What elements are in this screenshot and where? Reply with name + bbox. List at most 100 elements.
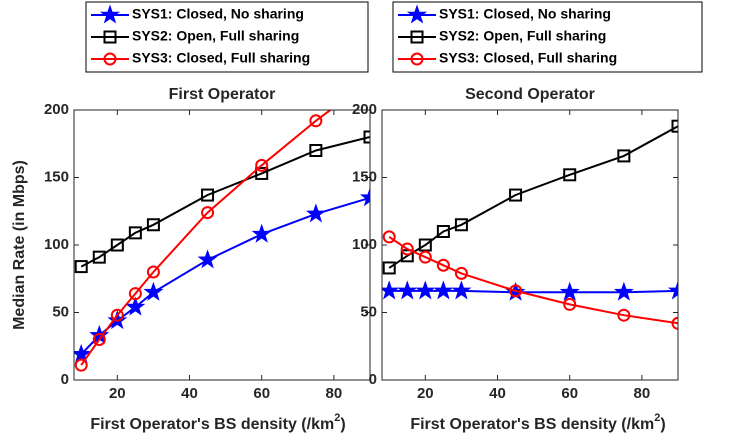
marker-square	[418, 238, 432, 252]
y-tick-label: 200	[44, 101, 69, 118]
marker-square	[146, 218, 160, 232]
marker-star	[197, 249, 218, 269]
x-axis-label-part: 2	[334, 412, 340, 424]
x-axis-label: First Operator's BS density (/km2)	[90, 412, 345, 433]
marker-star	[99, 4, 121, 24]
marker-star	[305, 203, 326, 223]
y-tick-label: 0	[61, 371, 69, 388]
marker-star	[251, 223, 272, 243]
y-axis-label: Median Rate (in Mbps)	[11, 160, 28, 330]
marker-star	[613, 281, 634, 301]
x-tick-label: 40	[489, 385, 506, 402]
marker-circle	[128, 287, 142, 301]
marker-circle	[201, 206, 215, 220]
x-tick-label: 20	[109, 385, 126, 402]
y-tick-label: 50	[360, 303, 377, 320]
marker-square	[128, 226, 142, 240]
marker-square	[617, 149, 631, 163]
marker-star	[125, 296, 146, 316]
y-tick-label: 150	[352, 168, 377, 185]
marker-circle	[454, 266, 468, 280]
marker-square	[74, 260, 88, 274]
chart-title: First Operator	[169, 86, 276, 103]
marker-circle	[410, 52, 424, 66]
marker-circle	[255, 158, 269, 172]
x-axis-label-part: )	[340, 416, 345, 433]
plot-frame	[73, 109, 371, 381]
legend-label: SYS2: Open, Full sharing	[439, 28, 606, 44]
marker-square	[436, 225, 450, 238]
marker-circle	[146, 265, 160, 279]
marker-star	[433, 280, 454, 300]
marker-square	[382, 261, 396, 275]
marker-circle	[671, 316, 678, 330]
marker-square	[509, 188, 523, 202]
y-tick-label: 0	[369, 371, 377, 388]
marker-star	[667, 280, 678, 300]
x-tick-label: 40	[181, 385, 198, 402]
chart-title: Second Operator	[465, 86, 595, 103]
x-tick-label: 60	[253, 385, 270, 402]
series-group	[382, 119, 678, 330]
marker-star	[415, 280, 436, 300]
marker-circle	[74, 358, 88, 372]
legend-box	[85, 1, 369, 73]
marker-circle	[365, 75, 376, 86]
marker-star	[359, 187, 370, 207]
marker-star	[74, 343, 92, 363]
marker-square	[103, 30, 117, 44]
marker-circle	[110, 308, 124, 322]
marker-circle	[400, 242, 414, 256]
marker-circle	[382, 230, 396, 244]
x-tick-label: 80	[634, 385, 651, 402]
legend-box	[392, 1, 703, 73]
x-axis-label-part: 2	[654, 412, 660, 424]
y-tick-label: 150	[44, 168, 69, 185]
marker-star	[382, 280, 400, 300]
marker-square	[400, 249, 414, 263]
x-axis-label-part: First Operator's BS density (/km	[90, 416, 334, 433]
x-axis-label-part: First Operator's BS density (/km	[410, 416, 654, 433]
legend-label: SYS3: Closed, Full sharing	[132, 50, 310, 66]
series-line	[388, 236, 678, 325]
legend-label: SYS3: Closed, Full sharing	[439, 50, 617, 66]
x-axis-label: First Operator's BS density (/km2)	[410, 412, 665, 433]
marker-circle	[92, 333, 106, 346]
marker-square	[410, 30, 424, 44]
marker-square	[110, 238, 124, 252]
marker-star	[397, 280, 418, 300]
plot-frame	[381, 109, 679, 381]
marker-star	[406, 4, 428, 24]
x-tick-label: 20	[417, 385, 434, 402]
legend-label: SYS1: Closed, No sharing	[439, 6, 611, 22]
marker-circle	[617, 308, 631, 322]
x-tick-label: 80	[326, 385, 343, 402]
marker-square	[363, 130, 370, 144]
marker-square	[671, 119, 678, 133]
marker-square	[201, 188, 215, 202]
marker-star	[559, 281, 580, 301]
marker-circle	[103, 52, 117, 66]
marker-square	[92, 250, 106, 264]
x-axis-label-part: )	[660, 416, 665, 433]
y-tick-label: 200	[352, 101, 377, 118]
marker-square	[454, 218, 468, 232]
marker-circle	[509, 284, 523, 298]
marker-circle	[563, 297, 577, 311]
marker-circle	[436, 258, 450, 272]
series-group	[74, 75, 376, 372]
marker-star	[143, 281, 164, 301]
legend-label: SYS2: Open, Full sharing	[132, 28, 299, 44]
marker-square	[309, 144, 323, 157]
marker-square	[255, 166, 269, 180]
marker-circle	[418, 250, 432, 264]
marker-star	[451, 280, 472, 300]
series-line	[80, 110, 332, 366]
x-tick-label: 60	[561, 385, 578, 402]
legend-label: SYS1: Closed, No sharing	[132, 6, 304, 22]
y-tick-label: 50	[52, 303, 69, 320]
marker-square	[563, 168, 577, 182]
y-tick-label: 100	[44, 236, 69, 253]
marker-circle	[309, 114, 323, 128]
